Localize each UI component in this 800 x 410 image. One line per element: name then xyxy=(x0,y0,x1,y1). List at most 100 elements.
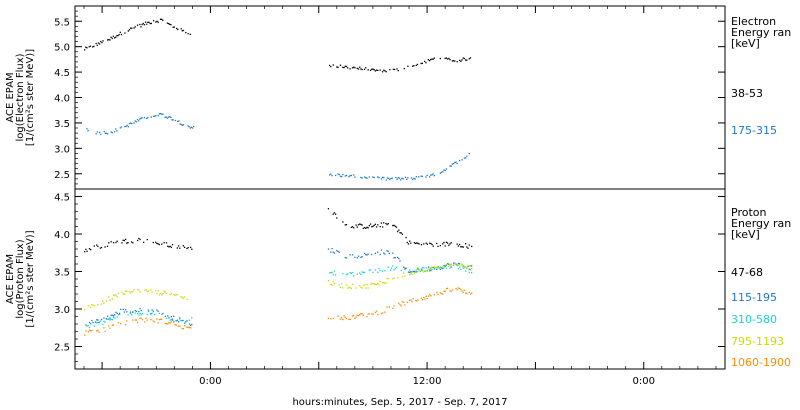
data-point xyxy=(134,319,136,321)
data-point xyxy=(425,295,427,298)
data-point xyxy=(393,257,395,259)
data-point xyxy=(461,290,463,292)
data-point xyxy=(185,320,187,323)
data-point xyxy=(380,178,383,180)
data-point xyxy=(456,243,458,245)
data-point xyxy=(161,113,163,115)
data-point xyxy=(342,318,344,321)
y-tick-label: 4.5 xyxy=(54,68,70,79)
data-point xyxy=(181,124,183,126)
data-point xyxy=(103,130,105,133)
data-point xyxy=(366,177,368,179)
data-point xyxy=(360,286,362,288)
data-point xyxy=(93,325,95,327)
data-point xyxy=(177,28,179,31)
data-point xyxy=(392,224,394,227)
data-point xyxy=(159,292,162,295)
data-point xyxy=(146,319,148,321)
data-point xyxy=(187,246,189,249)
data-point xyxy=(429,268,431,270)
data-point xyxy=(331,175,333,177)
data-point xyxy=(374,252,377,254)
data-point xyxy=(396,178,398,180)
data-point xyxy=(182,124,185,126)
data-point xyxy=(140,26,142,28)
data-point xyxy=(416,63,419,66)
data-point xyxy=(123,239,126,242)
y-axis-label-line: ACE EPAM xyxy=(5,72,16,122)
data-point xyxy=(443,264,445,267)
data-point xyxy=(130,291,133,293)
data-point xyxy=(359,66,361,68)
data-point xyxy=(104,132,107,135)
data-point xyxy=(361,313,363,315)
data-point xyxy=(112,35,115,37)
data-point xyxy=(86,128,88,130)
data-point xyxy=(386,177,389,179)
data-point xyxy=(134,26,136,28)
data-point xyxy=(157,310,159,312)
data-point xyxy=(442,171,444,173)
data-point xyxy=(433,57,436,59)
data-point xyxy=(413,177,415,179)
data-point xyxy=(116,312,118,315)
data-point xyxy=(327,248,330,250)
data-point xyxy=(332,64,334,66)
data-point xyxy=(131,27,133,29)
data-point xyxy=(354,317,356,319)
data-point xyxy=(353,174,355,176)
data-point xyxy=(96,322,98,324)
x-axis: 0:00 12:00 0:00 xyxy=(83,6,717,387)
data-point xyxy=(97,329,99,332)
data-point xyxy=(87,331,89,333)
data-point xyxy=(361,271,363,273)
data-point xyxy=(139,118,141,120)
data-point xyxy=(132,319,134,321)
data-point xyxy=(414,178,416,180)
data-point xyxy=(404,304,406,306)
data-point xyxy=(343,315,345,317)
data-point xyxy=(388,306,391,308)
data-point xyxy=(375,226,378,228)
data-point xyxy=(374,223,377,225)
data-point xyxy=(402,178,404,180)
data-point xyxy=(187,33,189,35)
data-point xyxy=(471,267,473,270)
data-point xyxy=(138,314,140,316)
data-point xyxy=(109,317,111,319)
data-point xyxy=(342,287,344,289)
data-point xyxy=(142,22,144,25)
data-point xyxy=(141,23,143,26)
data-point xyxy=(110,36,112,39)
series-175-315 xyxy=(86,112,470,181)
data-point xyxy=(354,256,356,259)
data-point xyxy=(383,282,385,284)
data-point xyxy=(359,285,361,287)
data-point xyxy=(458,263,461,265)
data-point xyxy=(175,27,178,30)
data-point xyxy=(420,175,422,177)
data-point xyxy=(378,284,380,286)
data-point xyxy=(95,133,97,135)
data-point xyxy=(444,265,446,268)
data-point xyxy=(100,40,102,43)
data-point xyxy=(147,116,149,119)
data-point xyxy=(110,318,112,320)
data-point xyxy=(150,313,152,316)
data-point xyxy=(430,174,432,176)
data-point xyxy=(143,116,146,119)
data-point xyxy=(353,275,355,277)
data-point xyxy=(467,265,469,268)
data-point xyxy=(332,274,334,276)
data-point xyxy=(437,266,439,268)
data-point xyxy=(442,266,444,268)
data-point xyxy=(152,310,154,312)
data-point xyxy=(161,313,163,315)
data-point xyxy=(337,173,339,175)
data-point xyxy=(97,42,100,44)
data-point xyxy=(97,319,99,321)
data-point xyxy=(377,251,379,253)
data-point xyxy=(375,310,378,312)
data-point xyxy=(122,239,124,241)
